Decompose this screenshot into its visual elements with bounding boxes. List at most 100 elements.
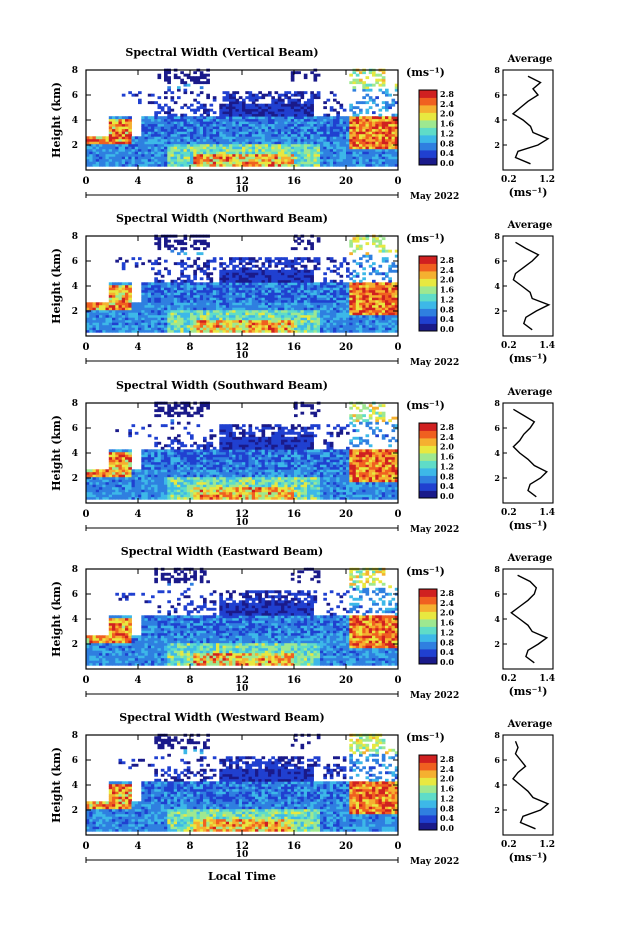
heatmap-cell bbox=[290, 163, 295, 167]
heatmap-cell bbox=[245, 143, 249, 147]
heatmap-cell bbox=[235, 123, 240, 127]
heatmap-cell bbox=[281, 128, 285, 132]
heatmap-cell bbox=[167, 304, 171, 308]
heatmap-cell bbox=[297, 161, 301, 165]
heatmap-cell bbox=[232, 153, 236, 157]
heatmap-cell bbox=[313, 304, 318, 308]
heatmap-cell bbox=[346, 282, 350, 286]
heatmap-cell bbox=[209, 289, 214, 293]
heatmap-cell bbox=[339, 284, 344, 288]
heatmap-cell bbox=[229, 136, 233, 140]
heatmap-cell bbox=[394, 264, 399, 268]
heatmap-cell bbox=[235, 299, 240, 303]
heatmap-cell bbox=[180, 274, 184, 278]
heatmap-cell bbox=[281, 324, 285, 328]
heatmap-cell bbox=[290, 329, 295, 333]
heatmap-cell bbox=[138, 302, 142, 306]
heatmap-cell bbox=[212, 304, 217, 308]
heatmap-cell bbox=[134, 319, 139, 323]
heatmap-cell bbox=[329, 279, 334, 283]
heatmap-cell bbox=[277, 319, 282, 323]
heatmap-cell bbox=[359, 161, 363, 165]
heatmap-cell bbox=[183, 138, 188, 142]
heatmap-cell bbox=[365, 161, 370, 165]
heatmap-cell bbox=[264, 284, 269, 288]
heatmap-cell bbox=[307, 156, 311, 160]
heatmap-cell bbox=[333, 136, 337, 140]
heatmap-cell bbox=[186, 304, 191, 308]
heatmap-cell bbox=[199, 252, 204, 256]
heatmap-cell bbox=[95, 496, 100, 500]
heatmap-cell bbox=[310, 299, 314, 303]
heatmap-cell bbox=[170, 329, 175, 333]
heatmap-cell bbox=[199, 324, 204, 328]
heatmap-cell bbox=[255, 106, 259, 110]
heatmap-cell bbox=[242, 274, 246, 278]
heatmap-cell bbox=[362, 101, 366, 105]
heatmap-cell bbox=[394, 158, 399, 162]
heatmap-cell bbox=[245, 151, 249, 155]
heatmap-cell bbox=[157, 294, 162, 298]
heatmap-cell bbox=[115, 479, 119, 483]
heatmap-cell bbox=[375, 289, 379, 293]
heatmap-cell bbox=[141, 302, 145, 306]
heatmap-cell bbox=[375, 307, 379, 311]
heatmap-cell bbox=[154, 262, 158, 266]
heatmap-cell bbox=[365, 284, 370, 288]
heatmap-cell bbox=[95, 486, 100, 490]
heatmap-cell bbox=[342, 123, 347, 127]
heatmap-cell bbox=[141, 126, 145, 130]
heatmap-cell bbox=[303, 317, 308, 321]
heatmap-cell bbox=[346, 269, 350, 273]
heatmap-cell bbox=[264, 319, 269, 323]
heatmap-cell bbox=[297, 309, 301, 313]
heatmap-cell bbox=[329, 302, 334, 306]
heatmap-cell bbox=[151, 324, 155, 328]
heatmap-cell bbox=[264, 143, 269, 147]
heatmap-cell bbox=[164, 314, 168, 318]
heatmap-cell bbox=[365, 237, 370, 241]
heatmap-cell bbox=[193, 111, 197, 115]
heatmap-cell bbox=[225, 329, 230, 333]
heatmap-cell bbox=[219, 292, 223, 296]
heatmap-cell bbox=[118, 469, 123, 473]
heatmap-cell bbox=[320, 292, 324, 296]
heatmap-cell bbox=[329, 131, 334, 135]
heatmap-cell bbox=[212, 314, 217, 318]
heatmap-cell bbox=[310, 163, 314, 167]
heatmap-cell bbox=[248, 93, 253, 97]
heatmap-cell bbox=[271, 324, 275, 328]
heatmap-cell bbox=[245, 294, 249, 298]
heatmap-cell bbox=[290, 302, 295, 306]
heatmap-cell bbox=[342, 302, 347, 306]
heatmap-cell bbox=[125, 133, 129, 137]
heatmap-cell bbox=[118, 474, 123, 478]
heatmap-cell bbox=[359, 309, 363, 313]
heatmap-cell bbox=[190, 156, 194, 160]
heatmap-cell bbox=[255, 96, 259, 100]
heatmap-cell bbox=[320, 329, 324, 333]
heatmap-cell bbox=[89, 151, 93, 155]
heatmap-cell bbox=[125, 329, 129, 333]
heatmap-cell bbox=[108, 143, 113, 147]
heatmap-cell bbox=[297, 111, 301, 115]
heatmap-cell bbox=[131, 317, 136, 321]
heatmap-cell bbox=[203, 314, 207, 318]
heatmap-cell bbox=[193, 322, 197, 326]
heatmap-cell bbox=[160, 307, 165, 311]
heatmap-cell bbox=[300, 324, 305, 328]
heatmap-cell bbox=[177, 304, 181, 308]
heatmap-cell bbox=[297, 126, 301, 130]
heatmap-cell bbox=[310, 103, 314, 107]
heatmap-cell bbox=[323, 143, 327, 147]
heatmap-cell bbox=[95, 136, 100, 140]
heatmap-cell bbox=[368, 317, 373, 321]
heatmap-cell bbox=[375, 158, 379, 162]
heatmap-cell bbox=[121, 156, 126, 160]
heatmap-cell bbox=[287, 269, 292, 273]
heatmap-cell bbox=[212, 146, 217, 150]
heatmap-cell bbox=[164, 138, 168, 142]
heatmap-cell bbox=[346, 136, 350, 140]
heatmap-cell bbox=[316, 329, 321, 333]
heatmap-cell bbox=[125, 299, 129, 303]
